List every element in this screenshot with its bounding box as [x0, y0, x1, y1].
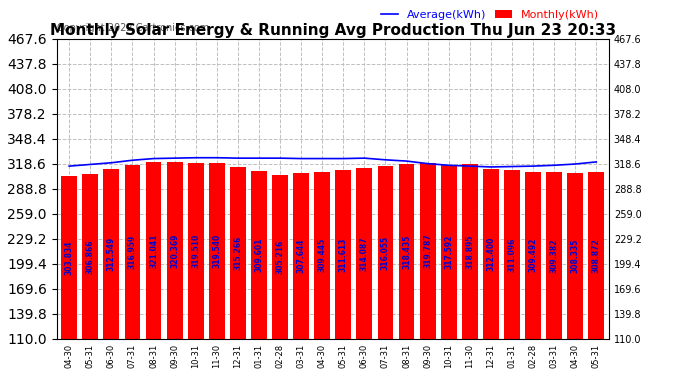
- Bar: [377, 166, 393, 339]
- Bar: [441, 165, 457, 339]
- Text: 309.601: 309.601: [255, 238, 264, 272]
- Text: 312.549: 312.549: [107, 237, 116, 271]
- Text: 319.510: 319.510: [191, 234, 200, 268]
- Bar: [209, 163, 225, 339]
- Bar: [230, 167, 246, 339]
- Bar: [589, 172, 604, 339]
- Bar: [546, 172, 562, 339]
- Text: 318.435: 318.435: [402, 234, 411, 269]
- Bar: [504, 170, 520, 339]
- Text: 309.492: 309.492: [529, 238, 538, 273]
- Text: 309.445: 309.445: [317, 238, 326, 272]
- Bar: [357, 168, 373, 339]
- Text: 315.266: 315.266: [233, 236, 242, 270]
- Bar: [525, 172, 541, 339]
- Bar: [146, 162, 161, 339]
- Text: 308.335: 308.335: [571, 238, 580, 273]
- Title: Monthly Solar Energy & Running Avg Production Thu Jun 23 20:33: Monthly Solar Energy & Running Avg Produ…: [50, 23, 615, 38]
- Bar: [314, 172, 330, 339]
- Bar: [335, 170, 351, 339]
- Text: 321.041: 321.041: [149, 233, 158, 268]
- Bar: [567, 172, 583, 339]
- Text: 319.787: 319.787: [423, 234, 432, 268]
- Text: 309.382: 309.382: [550, 238, 559, 273]
- Text: 311.613: 311.613: [339, 237, 348, 272]
- Bar: [462, 164, 477, 339]
- Bar: [483, 169, 499, 339]
- Legend: Average(kWh), Monthly(kWh): Average(kWh), Monthly(kWh): [377, 6, 603, 24]
- Bar: [420, 163, 435, 339]
- Bar: [167, 162, 183, 339]
- Text: 308.872: 308.872: [592, 238, 601, 273]
- Bar: [188, 163, 204, 339]
- Text: 316.055: 316.055: [381, 236, 390, 270]
- Text: 314.087: 314.087: [360, 236, 369, 271]
- Text: 320.369: 320.369: [170, 234, 179, 268]
- Bar: [61, 176, 77, 339]
- Text: 319.540: 319.540: [213, 234, 221, 268]
- Text: 305.216: 305.216: [275, 240, 284, 274]
- Bar: [104, 169, 119, 339]
- Text: 306.866: 306.866: [86, 239, 95, 274]
- Text: 312.400: 312.400: [486, 237, 495, 271]
- Text: 307.644: 307.644: [297, 239, 306, 273]
- Bar: [251, 171, 267, 339]
- Bar: [293, 173, 309, 339]
- Text: 318.895: 318.895: [465, 234, 474, 268]
- Bar: [124, 165, 140, 339]
- Text: 317.592: 317.592: [444, 235, 453, 269]
- Text: 303.834: 303.834: [65, 240, 74, 275]
- Text: Copyright 2022 Cartronics.com: Copyright 2022 Cartronics.com: [57, 23, 209, 33]
- Text: 316.959: 316.959: [128, 235, 137, 269]
- Bar: [399, 164, 415, 339]
- Text: 311.096: 311.096: [507, 237, 516, 272]
- Bar: [272, 175, 288, 339]
- Bar: [82, 174, 98, 339]
